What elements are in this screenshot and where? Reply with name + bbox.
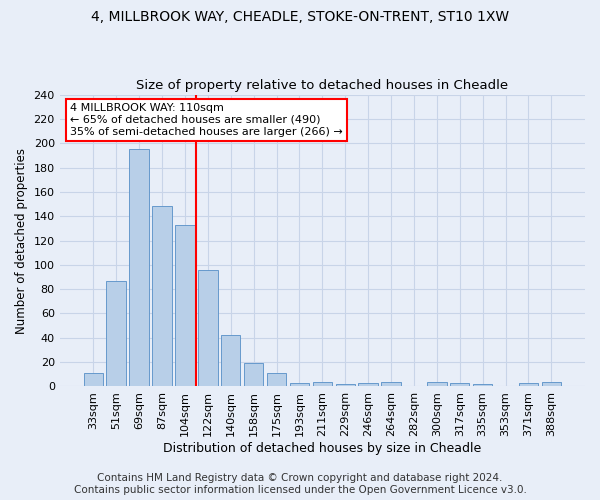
Bar [542,382,561,386]
Bar [83,373,103,386]
Bar [450,383,469,386]
Text: 4 MILLBROOK WAY: 110sqm
← 65% of detached houses are smaller (490)
35% of semi-d: 4 MILLBROOK WAY: 110sqm ← 65% of detache… [70,104,343,136]
Text: Contains HM Land Registry data © Crown copyright and database right 2024.
Contai: Contains HM Land Registry data © Crown c… [74,474,526,495]
Bar [198,270,218,386]
Y-axis label: Number of detached properties: Number of detached properties [15,148,28,334]
Bar [313,382,332,386]
Bar [290,383,309,386]
Bar [473,384,493,386]
X-axis label: Distribution of detached houses by size in Cheadle: Distribution of detached houses by size … [163,442,481,455]
Text: 4, MILLBROOK WAY, CHEADLE, STOKE-ON-TRENT, ST10 1XW: 4, MILLBROOK WAY, CHEADLE, STOKE-ON-TREN… [91,10,509,24]
Bar [519,383,538,386]
Bar [130,150,149,386]
Bar [175,224,194,386]
Bar [358,383,378,386]
Bar [267,373,286,386]
Bar [382,382,401,386]
Bar [152,206,172,386]
Bar [106,280,126,386]
Bar [244,364,263,386]
Bar [221,336,241,386]
Bar [335,384,355,386]
Bar [427,382,446,386]
Title: Size of property relative to detached houses in Cheadle: Size of property relative to detached ho… [136,79,508,92]
